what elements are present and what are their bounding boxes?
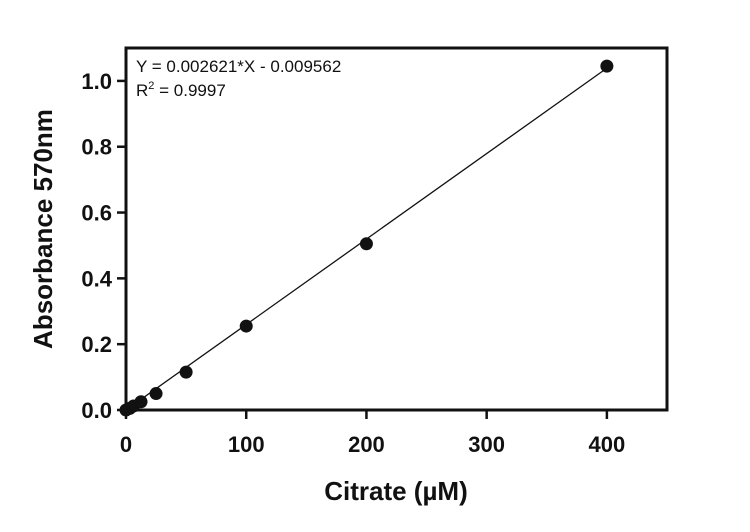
y-axis: 0.0 0.2 0.4 0.6 0.8 1.0 — [81, 69, 126, 423]
r-squared-value: = 0.9997 — [154, 81, 225, 100]
x-tick-label: 0 — [120, 432, 132, 457]
y-axis-title: Absorbance 570nm — [28, 109, 58, 349]
data-point — [359, 237, 373, 251]
data-point — [134, 395, 148, 409]
x-axis: 0 100 200 300 400 — [120, 410, 625, 457]
y-tick-label: 0.0 — [81, 398, 112, 423]
y-tick-label: 0.2 — [81, 332, 112, 357]
x-tick-label: 400 — [589, 432, 626, 457]
data-point — [179, 365, 193, 379]
data-point — [239, 319, 253, 333]
y-tick-label: 0.8 — [81, 135, 112, 160]
x-tick-label: 200 — [348, 432, 385, 457]
y-tick-label: 1.0 — [81, 69, 112, 94]
r-squared-annotation: R2 = 0.9997 — [136, 80, 226, 100]
data-point — [600, 59, 614, 73]
r-squared-superscript: 2 — [148, 80, 154, 92]
x-tick-label: 100 — [228, 432, 265, 457]
equation-annotation: Y = 0.002621*X - 0.009562 — [136, 57, 341, 76]
y-tick-label: 0.6 — [81, 201, 112, 226]
x-axis-title: Citrate (µM) — [324, 476, 468, 506]
r-squared-prefix: R — [136, 81, 148, 100]
data-point — [149, 387, 163, 401]
x-tick-label: 300 — [468, 432, 505, 457]
data-points — [119, 59, 614, 417]
y-tick-label: 0.4 — [81, 266, 112, 291]
plot-frame — [124, 46, 669, 412]
